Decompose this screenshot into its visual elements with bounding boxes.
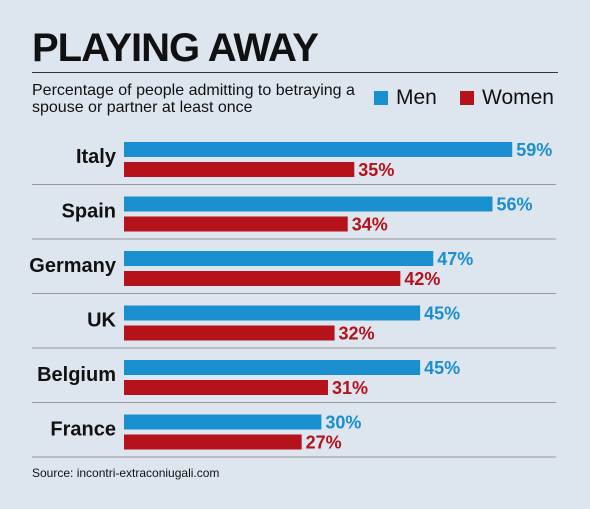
bar-france-women: [124, 434, 302, 450]
legend-label-women: Women: [482, 86, 554, 109]
data-label-spain-men: 56%: [496, 195, 532, 215]
bar-france-men: [124, 414, 322, 430]
source-note: Source: incontri-extraconiugali.com: [32, 466, 220, 480]
bar-spain-women: [124, 216, 348, 232]
legend-swatch-men: [374, 91, 388, 105]
legend-item-women: Women: [460, 86, 554, 110]
bar-belgium-men: [124, 360, 421, 375]
bar-uk-men: [124, 305, 421, 321]
bar-spain-men: [124, 196, 493, 212]
data-label-uk-women: 32%: [339, 324, 375, 344]
bar-italy-men: [124, 142, 513, 157]
bar-uk-women: [124, 325, 335, 341]
chart-subtitle: Percentage of people admitting to betray…: [32, 82, 355, 116]
data-label-uk-men: 45%: [424, 304, 460, 324]
data-label-belgium-women: 31%: [332, 378, 368, 398]
data-label-germany-men: 47%: [437, 249, 473, 269]
legend-swatch-women: [460, 91, 474, 105]
category-label-belgium: Belgium: [37, 364, 116, 386]
chart-title: PLAYING AWAY: [32, 26, 319, 70]
legend-label-men: Men: [396, 86, 437, 109]
bar-germany-men: [124, 251, 434, 266]
category-label-germany: Germany: [29, 255, 117, 277]
legend-item-men: Men: [374, 86, 437, 110]
category-label-spain: Spain: [62, 201, 116, 223]
data-label-france-women: 27%: [306, 433, 342, 453]
category-label-uk: UK: [87, 310, 116, 332]
category-label-italy: Italy: [76, 146, 117, 168]
category-label-france: France: [50, 419, 116, 441]
data-label-germany-women: 42%: [404, 269, 440, 289]
data-label-spain-women: 34%: [352, 215, 388, 235]
data-label-italy-men: 59%: [516, 140, 552, 160]
data-label-france-men: 30%: [325, 413, 361, 433]
data-label-belgium-men: 45%: [424, 358, 460, 378]
bar-germany-women: [124, 271, 401, 286]
title-divider: [32, 72, 558, 73]
bar-italy-women: [124, 162, 355, 177]
bar-belgium-women: [124, 380, 328, 395]
data-label-italy-women: 35%: [358, 160, 394, 180]
